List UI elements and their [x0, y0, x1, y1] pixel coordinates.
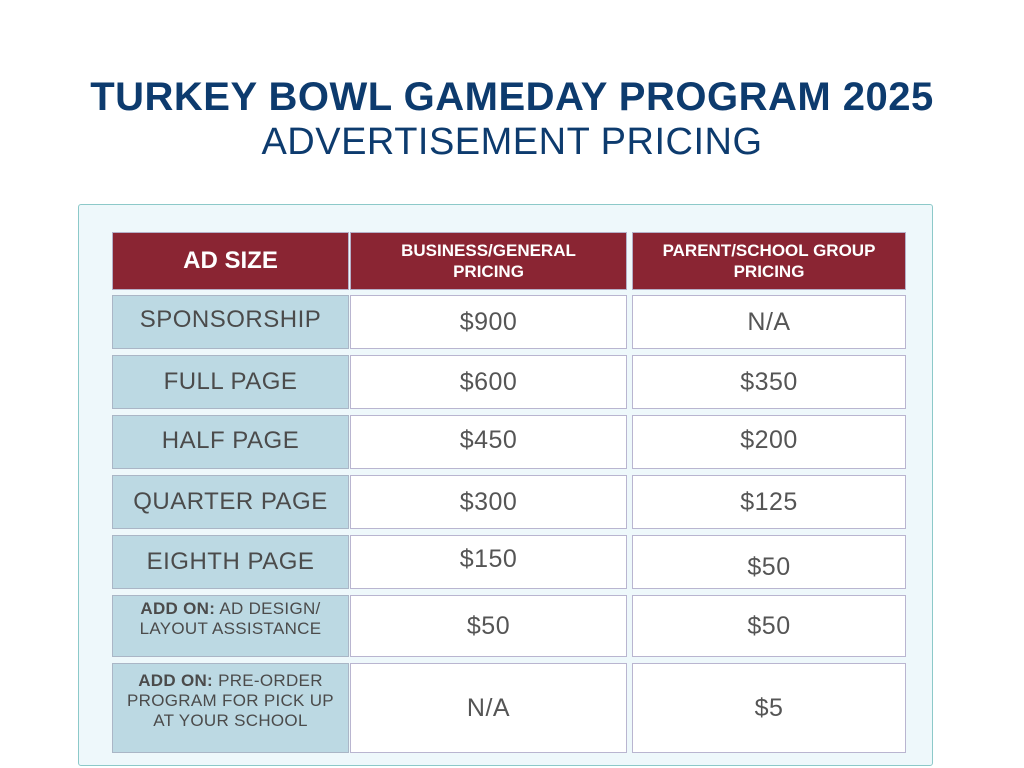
addon-design-text: ADD ON: AD DESIGN/ LAYOUT ASSISTANCE	[123, 599, 338, 639]
addon-parent-price: $50	[632, 595, 906, 657]
page-subtitle: ADVERTISEMENT PRICING	[261, 121, 763, 163]
addon-prefix: ADD ON:	[140, 599, 216, 618]
row-parent-price: $125	[632, 475, 906, 529]
header-parent-pricing: PARENT/SCHOOL GROUP PRICING	[632, 232, 906, 290]
addon-parent-price: $5	[632, 663, 906, 753]
row-business-price: $450	[350, 415, 627, 469]
addon-prefix: ADD ON:	[138, 671, 214, 690]
addon-preorder-text: ADD ON: PRE-ORDER PROGRAM FOR PICK UP AT…	[121, 671, 340, 731]
row-size-quarter-page: QUARTER PAGE	[112, 475, 349, 529]
row-parent-price: $50	[632, 535, 906, 589]
page-title: TURKEY BOWL GAMEDAY PROGRAM 2025	[90, 75, 934, 119]
header-business-pricing-label: BUSINESS/GENERAL PRICING	[401, 241, 576, 281]
addon-business-price: $50	[350, 595, 627, 657]
row-size-half-page: HALF PAGE	[112, 415, 349, 469]
row-business-price: $900	[350, 295, 627, 349]
row-business-price: $150	[350, 535, 627, 589]
addon-preorder-label: ADD ON: PRE-ORDER PROGRAM FOR PICK UP AT…	[112, 663, 349, 753]
header-parent-pricing-label: PARENT/SCHOOL GROUP PRICING	[662, 241, 876, 281]
addon-business-price: N/A	[350, 663, 627, 753]
row-parent-price: $200	[632, 415, 906, 469]
row-size-sponsorship: SPONSORSHIP	[112, 295, 349, 349]
row-business-price: $300	[350, 475, 627, 529]
addon-design-label: ADD ON: AD DESIGN/ LAYOUT ASSISTANCE	[112, 595, 349, 657]
header-ad-size: AD SIZE	[112, 232, 349, 290]
row-size-eighth-page: EIGHTH PAGE	[112, 535, 349, 589]
row-parent-price: N/A	[632, 295, 906, 349]
header-business-pricing: BUSINESS/GENERAL PRICING	[350, 232, 627, 290]
row-size-full-page: FULL PAGE	[112, 355, 349, 409]
addon-description: AD DESIGN/ LAYOUT ASSISTANCE	[139, 599, 322, 638]
row-parent-price: $350	[632, 355, 906, 409]
row-business-price: $600	[350, 355, 627, 409]
addon-description: PRE-ORDER PROGRAM FOR PICK UP AT YOUR SC…	[127, 671, 334, 730]
